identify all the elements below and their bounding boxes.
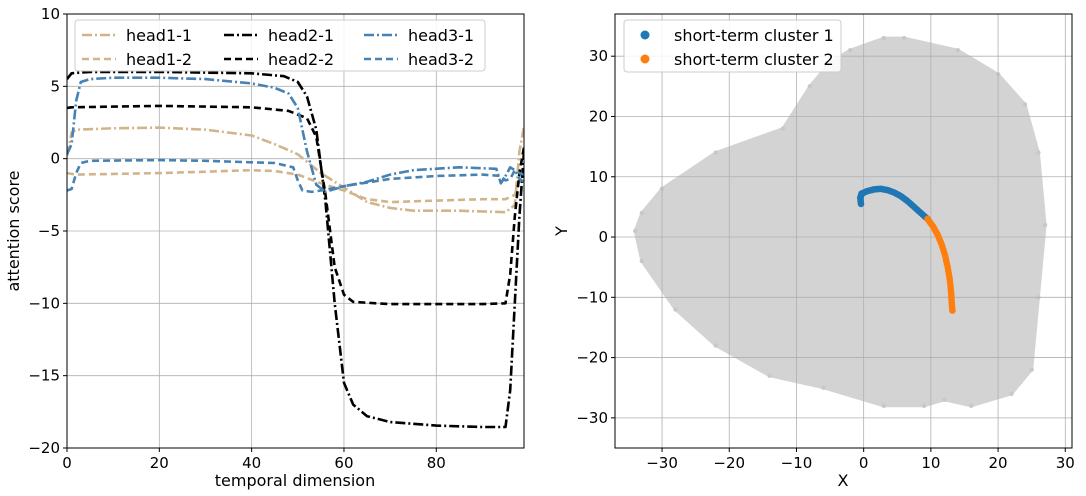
trajectory-edge-point bbox=[767, 373, 772, 378]
cluster-points bbox=[857, 185, 956, 314]
trajectory-edge-point bbox=[942, 397, 947, 402]
right-ytick-label: −30 bbox=[576, 409, 608, 427]
trajectory-edge-point bbox=[780, 126, 786, 131]
right-xtick-label: 0 bbox=[859, 454, 869, 472]
trajectory-edge-point bbox=[713, 343, 718, 348]
trajectory-edge-point bbox=[1042, 222, 1048, 228]
trajectory-edge-point bbox=[1029, 367, 1034, 372]
legend-label-head3-2: head3-2 bbox=[408, 50, 474, 69]
trajectory-cloud bbox=[633, 36, 1047, 408]
attention-score-panel: 0 20 40 60 80 −20 −15 −10 −5 0 5 10 temporal dimens… bbox=[4, 5, 525, 490]
trajectory-edge-point bbox=[1009, 391, 1014, 396]
legend-label-cluster-2: short-term cluster 2 bbox=[674, 50, 834, 69]
left-ytick-label: −10 bbox=[28, 294, 60, 312]
right-xtick-label: −20 bbox=[713, 454, 745, 472]
trajectory-edge-point bbox=[639, 258, 645, 264]
left-ytick-label: −15 bbox=[28, 367, 60, 385]
right-xlabel: X bbox=[838, 471, 849, 490]
trajectory-edge-point bbox=[673, 307, 678, 312]
legend-label-head3-1: head3-1 bbox=[408, 26, 474, 45]
trajectory-panel: −30 −20 −10 0 10 20 30 −30 −20 −10 0 10 20 30 X Y sho… bbox=[552, 13, 1075, 490]
trajectory-edge-point bbox=[955, 48, 960, 53]
legend-marker-cluster-2 bbox=[640, 54, 650, 64]
right-xtick-label: 10 bbox=[921, 454, 940, 472]
left-ticks: 0 20 40 60 80 −20 −15 −10 −5 0 5 10 bbox=[28, 5, 445, 472]
trajectory-edge-point bbox=[807, 84, 813, 89]
right-ytick-label: 10 bbox=[589, 168, 608, 186]
series-line-head3-2 bbox=[67, 158, 524, 194]
right-legend-box bbox=[623, 19, 842, 73]
left-xtick-label: 0 bbox=[62, 454, 72, 472]
background-trajectories bbox=[633, 35, 1048, 408]
right-ytick-label: 0 bbox=[598, 228, 608, 246]
legend-label-head2-1: head2-1 bbox=[268, 26, 334, 45]
cluster-point-2 bbox=[949, 307, 956, 314]
left-grid bbox=[66, 13, 524, 449]
trajectory-edge-point bbox=[881, 35, 886, 41]
left-ytick-label: 10 bbox=[41, 5, 60, 23]
right-grid bbox=[615, 14, 1072, 448]
legend-label-cluster-1: short-term cluster 1 bbox=[674, 26, 834, 45]
right-xtick-label: 30 bbox=[1056, 454, 1075, 472]
left-legend: head1-1 head1-2 head2-1 head2-2 head3-1 head3… bbox=[74, 19, 486, 72]
left-series-lines bbox=[67, 70, 524, 429]
left-xtick-label: 40 bbox=[242, 454, 261, 472]
trajectory-edge-point bbox=[881, 403, 886, 408]
left-xtick-label: 60 bbox=[334, 454, 353, 472]
series-line-head1-2 bbox=[67, 168, 524, 204]
left-xtick-label: 80 bbox=[427, 454, 446, 472]
right-ticks: −30 −20 −10 0 10 20 30 −30 −20 −10 0 10 20 30 bbox=[576, 47, 1074, 472]
trajectory-edge-point bbox=[901, 35, 907, 41]
left-xlabel: temporal dimension bbox=[215, 471, 375, 490]
trajectory-edge-point bbox=[969, 403, 974, 408]
right-xtick-label: 20 bbox=[989, 454, 1008, 472]
right-xtick-label: −10 bbox=[781, 454, 813, 472]
left-ytick-label: −5 bbox=[38, 222, 60, 240]
series-line-head2-2 bbox=[67, 104, 524, 306]
left-legend-box bbox=[74, 19, 486, 72]
right-ytick-label: −10 bbox=[576, 288, 608, 306]
left-xtick-label: 20 bbox=[150, 454, 169, 472]
legend-label-head2-2: head2-2 bbox=[268, 50, 334, 69]
right-ytick-label: −20 bbox=[576, 349, 608, 367]
left-ylabel: attention score bbox=[4, 170, 23, 291]
right-ytick-label: 30 bbox=[589, 47, 608, 65]
right-ytick-label: 20 bbox=[589, 107, 608, 125]
trajectory-edge-point bbox=[633, 228, 638, 234]
series-line-head1-1 bbox=[67, 126, 524, 214]
series-line-head2-1 bbox=[67, 70, 524, 429]
legend-label-head1-1: head1-1 bbox=[126, 26, 192, 45]
right-legend: short-term cluster 1 short-term cluster 2 bbox=[623, 19, 842, 73]
left-ytick-label: 0 bbox=[50, 150, 60, 168]
trajectory-edge-point bbox=[921, 403, 927, 408]
right-axes-frame bbox=[614, 13, 1073, 449]
left-ytick-label: 5 bbox=[50, 77, 60, 95]
trajectory-edge-point bbox=[1022, 102, 1028, 107]
trajectory-edge-point bbox=[821, 385, 826, 390]
trajectory-edge-point bbox=[713, 150, 718, 155]
trajectory-edge-point bbox=[639, 210, 645, 216]
right-ylabel: Y bbox=[552, 226, 571, 237]
trajectory-edge-point bbox=[848, 48, 853, 53]
left-ytick-label: −20 bbox=[28, 439, 60, 457]
legend-label-head1-2: head1-2 bbox=[126, 50, 192, 69]
right-xtick-label: −30 bbox=[646, 454, 678, 472]
trajectory-edge-point bbox=[1036, 150, 1041, 155]
legend-marker-cluster-1 bbox=[640, 30, 650, 40]
